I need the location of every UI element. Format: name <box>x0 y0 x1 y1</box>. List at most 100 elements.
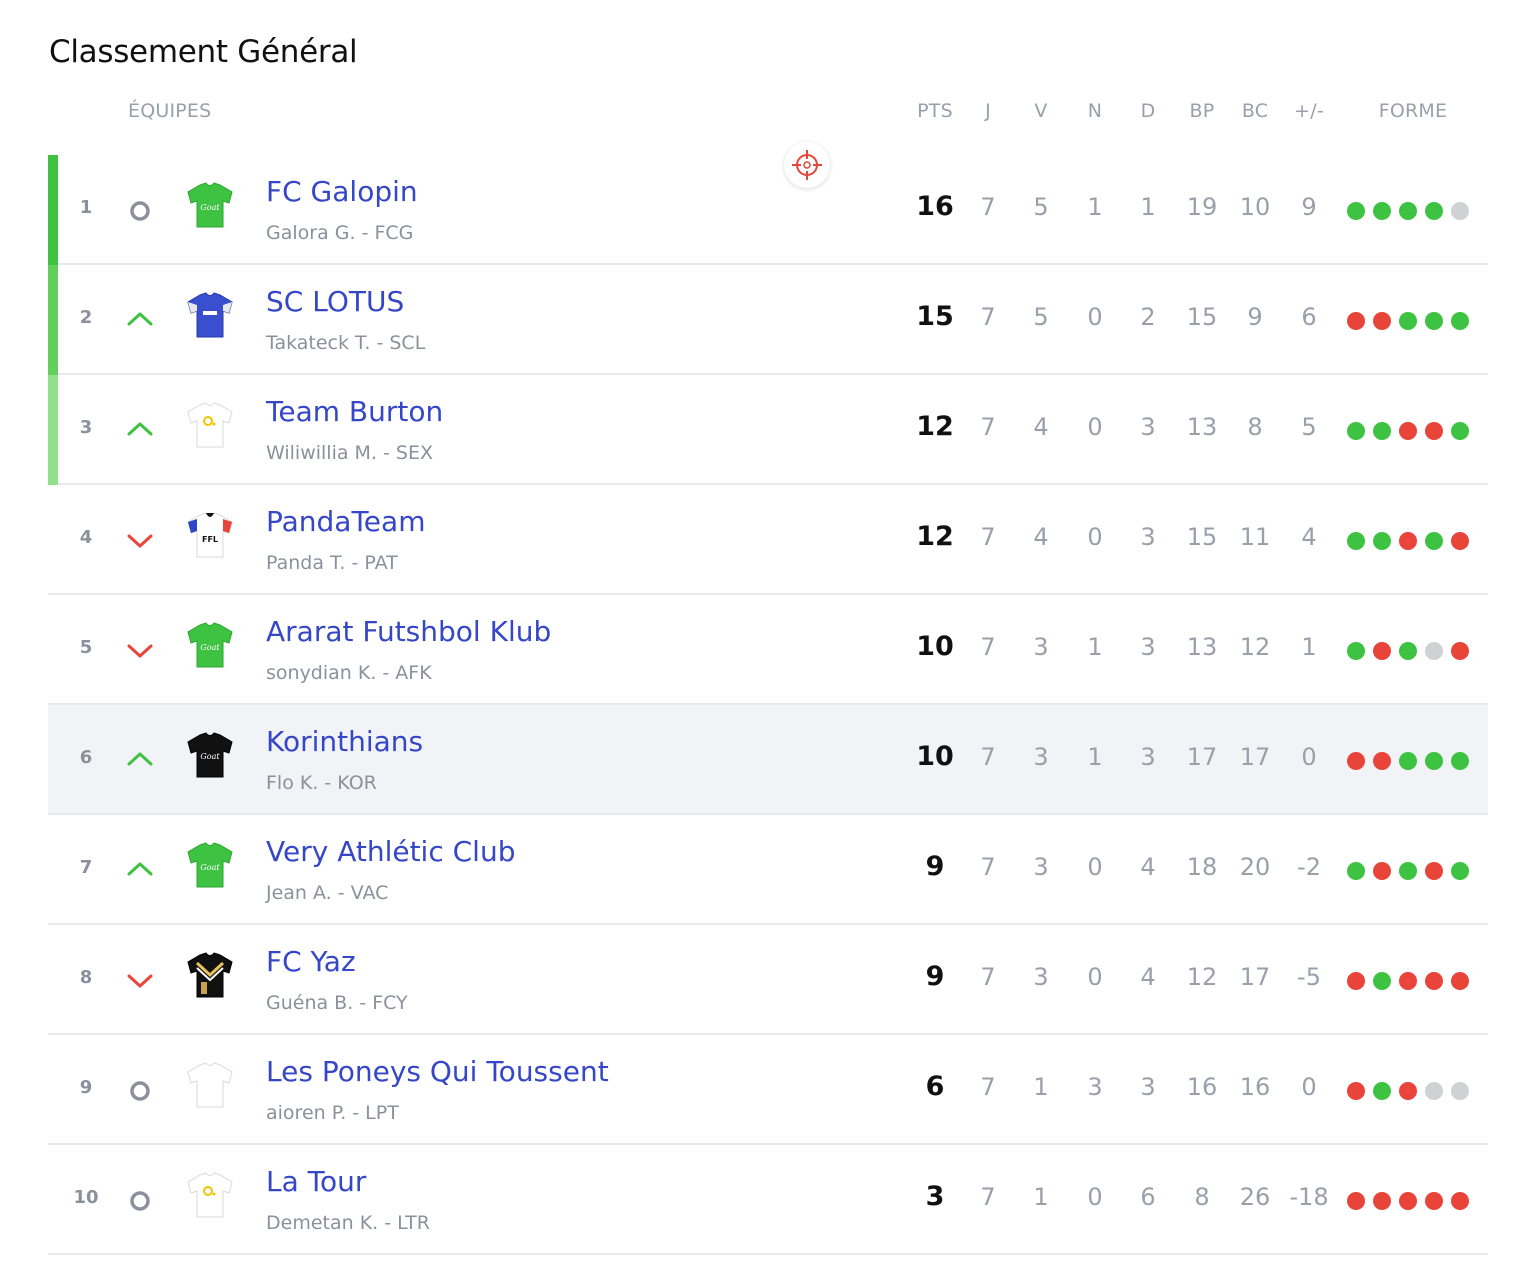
svg-text:FFL: FFL <box>202 535 218 544</box>
qualification-bar <box>48 375 58 485</box>
form-dot-loss <box>1347 312 1365 330</box>
table-header: ÉQUIPES PTS J V N D BP BC +/- FORME <box>48 100 1488 132</box>
stat-j: 7 <box>980 633 996 661</box>
team-name-link[interactable]: Very Athlétic Club <box>266 835 516 868</box>
stat-v: 3 <box>1033 633 1049 661</box>
stat-pts: 10 <box>916 741 954 772</box>
stat-v: 3 <box>1033 963 1049 991</box>
stat-n: 0 <box>1087 523 1103 551</box>
form-dot-loss <box>1399 1192 1417 1210</box>
form-dot-win <box>1373 972 1391 990</box>
stat-diff: -5 <box>1297 963 1321 991</box>
table-row[interactable]: 3 Team Burton Wiliwillia M. - SEX 12 7 4 0 3 13 8… <box>48 375 1488 485</box>
stat-diff: -18 <box>1289 1183 1329 1211</box>
form-dot-win <box>1451 422 1469 440</box>
stat-bp: 8 <box>1194 1183 1210 1211</box>
team-name-link[interactable]: Les Poneys Qui Toussent <box>266 1055 609 1088</box>
stat-pts: 3 <box>925 1181 945 1212</box>
form-dot-loss <box>1425 422 1443 440</box>
col-diff: +/- <box>1294 100 1324 122</box>
table-row[interactable]: 10 La Tour Demetan K. - LTR 3 7 1 0 6 8 26 -18 <box>48 1145 1488 1255</box>
col-bc: BC <box>1241 100 1269 122</box>
form-dot-draw <box>1451 1082 1469 1100</box>
table-row[interactable]: 7 Goat Very Athlétic Club Jean A. - VAC 9 7 3 0… <box>48 815 1488 925</box>
form-indicator <box>1347 1192 1469 1210</box>
team-name-link[interactable]: SC LOTUS <box>266 285 405 318</box>
page-title: Classement Général <box>49 34 358 70</box>
table-row[interactable]: 4 FFL PandaTeam Panda T. - PAT 12 7 4 0 3 15 11 4 <box>48 485 1488 595</box>
qualification-bar <box>48 265 58 375</box>
team-name-link[interactable]: FC Yaz <box>266 945 356 978</box>
team-name-link[interactable]: PandaTeam <box>266 505 426 538</box>
stat-bp: 17 <box>1186 743 1218 771</box>
form-dot-win <box>1425 202 1443 220</box>
table-row[interactable]: 8 FC Yaz Guéna B. - FCY 9 7 3 0 4 12 17 -5 <box>48 925 1488 1035</box>
target-button[interactable] <box>784 142 830 188</box>
team-name-link[interactable]: La Tour <box>266 1165 367 1198</box>
stat-v: 5 <box>1033 193 1049 221</box>
svg-text:Goat: Goat <box>200 643 220 652</box>
stat-n: 0 <box>1087 1183 1103 1211</box>
form-dot-win <box>1347 422 1365 440</box>
rank: 3 <box>79 417 93 438</box>
form-dot-win <box>1373 1082 1391 1100</box>
form-dot-loss <box>1347 752 1365 770</box>
rank: 1 <box>79 197 93 218</box>
stat-pts: 9 <box>925 851 945 882</box>
stat-diff: 6 <box>1301 303 1317 331</box>
jersey-icon <box>184 949 236 1001</box>
form-dot-loss <box>1373 1192 1391 1210</box>
stat-pts: 12 <box>916 521 954 552</box>
table-row[interactable]: 5 Goat Ararat Futshbol Klub sonydian K. - A… <box>48 595 1488 705</box>
stat-bc: 10 <box>1239 193 1271 221</box>
rank: 2 <box>79 307 93 328</box>
stat-d: 3 <box>1140 523 1156 551</box>
form-dot-loss <box>1373 862 1391 880</box>
form-dot-win <box>1373 532 1391 550</box>
form-dot-draw <box>1451 202 1469 220</box>
table-row[interactable]: 1 Goat FC Galopin Galora G. - FCG 16 7 5 1 1 19 10… <box>48 155 1488 265</box>
team-owner: Jean A. - VAC <box>266 882 389 904</box>
stat-v: 3 <box>1033 743 1049 771</box>
table-row[interactable]: 2 SC LOTUS Takateck T. - SCL 15 7 5 0 2 15 9 6 <box>48 265 1488 375</box>
form-dot-loss <box>1347 1082 1365 1100</box>
team-name-link[interactable]: Korinthians <box>266 725 424 758</box>
form-indicator <box>1347 972 1469 990</box>
circle-icon <box>126 1185 154 1213</box>
stat-n: 0 <box>1087 303 1103 331</box>
stat-j: 7 <box>980 303 996 331</box>
form-dot-win <box>1451 312 1469 330</box>
form-indicator <box>1347 752 1469 770</box>
form-dot-loss <box>1425 862 1443 880</box>
form-dot-win <box>1373 422 1391 440</box>
form-dot-win <box>1425 532 1443 550</box>
form-dot-win <box>1347 862 1365 880</box>
stat-pts: 16 <box>916 191 954 222</box>
stat-diff: 1 <box>1301 633 1317 661</box>
team-owner: sonydian K. - AFK <box>266 662 432 684</box>
stat-v: 1 <box>1033 1183 1049 1211</box>
stat-v: 4 <box>1033 413 1049 441</box>
form-dot-loss <box>1451 972 1469 990</box>
form-dot-win <box>1451 862 1469 880</box>
stat-bc: 8 <box>1247 413 1263 441</box>
stat-pts: 10 <box>916 631 954 662</box>
stat-bc: 11 <box>1239 523 1271 551</box>
form-dot-loss <box>1451 642 1469 660</box>
chevron-up-icon <box>126 415 154 443</box>
team-name-link[interactable]: Team Burton <box>266 395 444 428</box>
col-j: J <box>985 100 991 122</box>
chevron-down-icon <box>126 635 154 663</box>
stat-bp: 13 <box>1186 633 1218 661</box>
stat-d: 3 <box>1140 743 1156 771</box>
form-dot-draw <box>1425 642 1443 660</box>
stat-bp: 15 <box>1186 523 1218 551</box>
table-row[interactable]: 6 Goat Korinthians Flo K. - KOR 10 7 3 1 3 17 17 0 <box>48 705 1488 815</box>
form-dot-loss <box>1373 312 1391 330</box>
table-row[interactable]: 9 Les Poneys Qui Toussent aioren P. - LPT 6… <box>48 1035 1488 1145</box>
team-owner: Demetan K. - LTR <box>266 1212 430 1234</box>
stat-j: 7 <box>980 523 996 551</box>
team-name-link[interactable]: FC Galopin <box>266 175 418 208</box>
team-name-link[interactable]: Ararat Futshbol Klub <box>266 615 552 648</box>
stat-v: 3 <box>1033 853 1049 881</box>
